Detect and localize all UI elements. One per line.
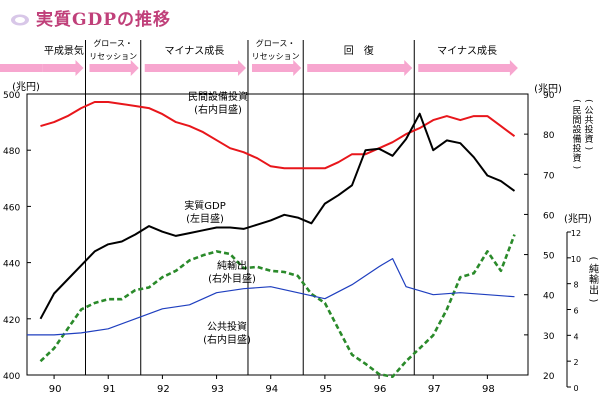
net-tick-label: 2 — [573, 358, 578, 367]
phase-label: 回 復 — [344, 44, 374, 57]
right-axis-title: ) — [583, 147, 593, 151]
phase-arrow — [42, 60, 84, 76]
title-bullet-icon — [10, 12, 30, 31]
plot-frame — [26, 40, 529, 376]
right-axis-title: ) — [571, 166, 581, 170]
series-label: 公共投資 — [207, 320, 247, 333]
net-tick-label: 6 — [573, 307, 578, 316]
right-axis-unit: (兆円) — [534, 83, 562, 95]
right-tick-label: 60 — [543, 211, 555, 221]
x-tick-label: 94 — [265, 384, 278, 395]
phase-arrow-lead — [0, 64, 43, 72]
x-tick-label: 93 — [211, 384, 224, 395]
series-label: 純輸出 — [217, 259, 247, 272]
x-tick-label: 91 — [103, 384, 116, 395]
phase-arrow — [89, 60, 139, 76]
right-tick-label: 50 — [543, 252, 555, 262]
x-tick-label: 97 — [428, 384, 441, 395]
x-tick-label: 90 — [49, 384, 62, 395]
right-axis-title: 間 — [572, 115, 581, 126]
series-label: 実質GDP — [184, 199, 225, 212]
phase-band: 平成景気グロース・リセッション マイナス成長グロース・リセッション回 復マイナス成… — [0, 38, 518, 76]
phase-label: マイナス成長 — [164, 45, 224, 57]
right-tick-label: 90 — [543, 91, 555, 101]
phase-arrow — [418, 60, 518, 76]
phase-arrow — [144, 60, 246, 76]
net-tick-label: 4 — [573, 332, 578, 341]
net-tick-label: 12 — [571, 229, 581, 238]
phase-label: マイナス成長 — [437, 45, 497, 57]
net-axis-title: 出 — [589, 284, 599, 297]
left-axis-unit: (兆円) — [12, 81, 40, 93]
phase-label: リセッション — [252, 52, 300, 61]
net-axis-title: 輸 — [589, 273, 599, 286]
right-axis-title: 民 — [572, 106, 581, 117]
right-tick-label: 30 — [543, 332, 555, 342]
net-tick-label: 8 — [573, 281, 578, 290]
series-line — [27, 258, 515, 336]
x-tick-label: 98 — [482, 384, 495, 395]
right-tick-label: 20 — [543, 372, 555, 382]
phase-arrow — [251, 60, 302, 76]
net-axis-title: ) — [588, 299, 599, 303]
right-axis-title: 資 — [584, 133, 593, 145]
right-axis-title: ( — [583, 99, 593, 103]
series-label: (左目盛) — [186, 212, 224, 225]
series-line — [39, 112, 516, 320]
series-labels: 民間設備投資(右内目盛)実質GDP(左目盛)純輸出(右外目盛)公共投資(右内目盛… — [184, 90, 256, 346]
series-line — [40, 101, 516, 170]
phase-label: グロース・ — [93, 38, 133, 48]
right-axis-title: 共 — [584, 115, 593, 126]
right-axis-title: 設 — [572, 124, 581, 136]
phase-label: グロース・ — [256, 38, 296, 48]
phase-label: リセッション — [89, 52, 137, 61]
right-tick-label: 70 — [543, 171, 555, 181]
right-axis-title: 投 — [572, 143, 581, 155]
x-tick-label: 96 — [374, 384, 387, 395]
axes: 90 91 92 93 94 95 96 97 98(兆円)400420440460480500… — [3, 81, 599, 395]
net-axis-title: ( — [588, 257, 599, 261]
series-label: (右内目盛) — [194, 103, 242, 116]
x-tick-label: 92 — [157, 384, 170, 395]
x-tick-label: 95 — [320, 384, 333, 395]
plot-border — [26, 93, 529, 376]
left-tick-label: 420 — [3, 316, 20, 326]
left-tick-label: 400 — [3, 372, 20, 382]
series-label: (右内目盛) — [203, 333, 251, 346]
left-tick-label: 460 — [3, 203, 20, 213]
page-title: 実質GDPの推移 — [36, 10, 172, 30]
series-label: 民間設備投資 — [188, 90, 248, 103]
left-tick-label: 500 — [3, 91, 20, 101]
right-axis-title: 公 — [584, 106, 593, 117]
left-tick-label: 480 — [3, 147, 20, 157]
right-axis-title: 備 — [572, 133, 581, 145]
right-axis-title: 資 — [572, 152, 581, 164]
net-tick-label: 10 — [571, 255, 581, 264]
phase-arrow — [307, 60, 413, 76]
net-axis-unit: (兆円) — [564, 213, 592, 225]
series-line — [39, 234, 516, 379]
left-tick-label: 440 — [3, 260, 20, 270]
net-tick-label: 0 — [573, 384, 578, 393]
right-axis-title: 投 — [584, 124, 593, 136]
series-lines — [27, 101, 516, 379]
right-tick-label: 80 — [543, 131, 555, 141]
right-axis-title: ( — [571, 99, 581, 103]
right-tick-label: 40 — [543, 292, 555, 302]
series-label: (右外目盛) — [208, 272, 256, 285]
net-axis-title: 純 — [589, 263, 599, 276]
phase-label: 平成景気 — [44, 44, 84, 57]
